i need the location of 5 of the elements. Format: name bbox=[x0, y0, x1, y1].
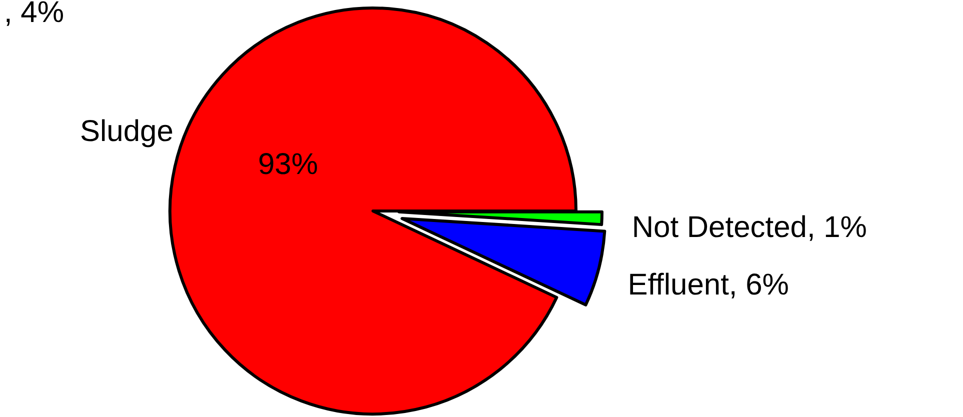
data-label: 93% bbox=[258, 148, 318, 181]
slice-label: Sludge bbox=[80, 114, 174, 148]
slice-label: Effluent, 6% bbox=[628, 268, 789, 302]
text: , 4% bbox=[4, 0, 64, 29]
slice-label: Not Detected, 1% bbox=[632, 211, 867, 244]
